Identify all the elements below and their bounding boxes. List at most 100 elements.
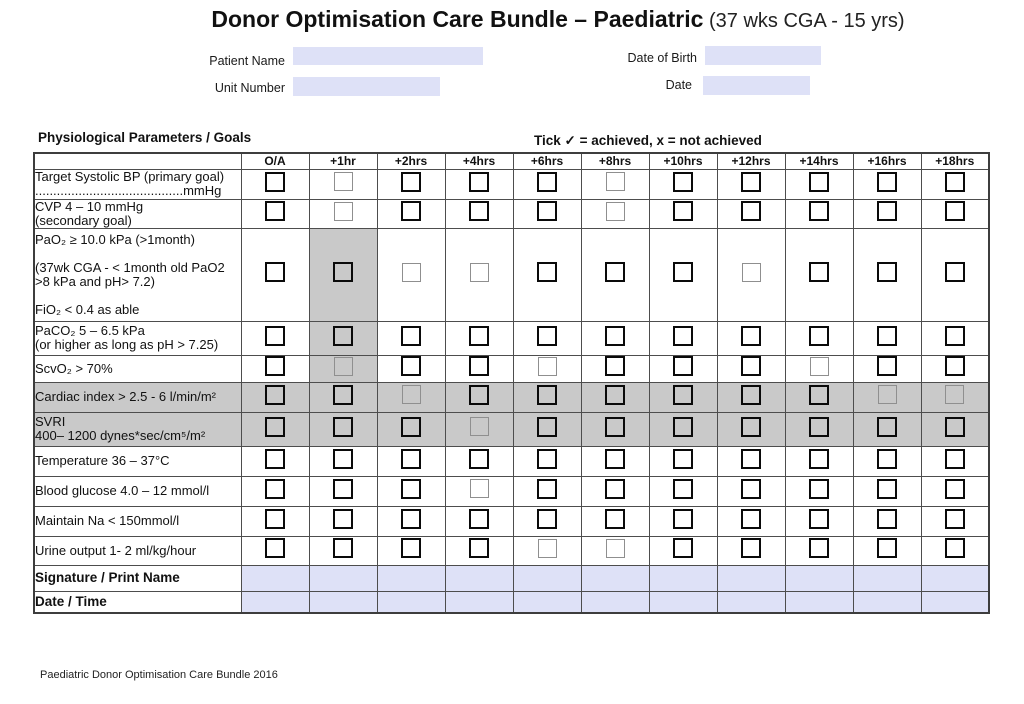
checkbox[interactable] [537, 262, 557, 282]
checkbox[interactable] [605, 538, 625, 558]
checkbox[interactable] [877, 325, 897, 346]
checkbox[interactable] [401, 508, 421, 529]
checkbox[interactable] [537, 448, 557, 469]
checkbox[interactable] [877, 448, 897, 469]
checkbox[interactable] [877, 262, 897, 282]
signature-cell[interactable] [580, 564, 650, 592]
checkbox[interactable] [944, 171, 965, 192]
checkbox[interactable] [877, 385, 897, 404]
checkbox[interactable] [741, 201, 761, 221]
checkbox[interactable] [605, 262, 625, 282]
checkbox[interactable] [333, 384, 353, 405]
checkbox[interactable] [877, 356, 897, 376]
date-time-cell[interactable] [648, 590, 718, 614]
checkbox[interactable] [605, 508, 625, 529]
checkbox[interactable] [809, 325, 829, 346]
date-time-cell[interactable] [784, 590, 854, 614]
checkbox[interactable] [469, 171, 489, 192]
checkbox[interactable] [944, 538, 965, 558]
checkbox[interactable] [333, 448, 353, 469]
checkbox[interactable] [469, 538, 489, 558]
signature-cell[interactable] [240, 564, 310, 592]
checkbox[interactable] [877, 478, 897, 499]
checkbox[interactable] [944, 201, 965, 221]
signature-cell[interactable] [444, 564, 514, 592]
checkbox[interactable] [673, 171, 693, 192]
date-time-cell[interactable] [920, 590, 990, 614]
checkbox[interactable] [809, 448, 829, 469]
checkbox[interactable] [944, 416, 965, 437]
checkbox[interactable] [944, 478, 965, 499]
date-of-birth-input[interactable] [705, 46, 821, 65]
checkbox[interactable] [605, 172, 625, 191]
checkbox[interactable] [605, 478, 625, 499]
signature-cell[interactable] [716, 564, 786, 592]
checkbox[interactable] [537, 171, 557, 192]
checkbox[interactable] [401, 478, 421, 499]
checkbox[interactable] [469, 356, 489, 376]
checkbox[interactable] [944, 448, 965, 469]
checkbox[interactable] [333, 325, 353, 346]
checkbox[interactable] [605, 448, 625, 469]
checkbox[interactable] [401, 325, 421, 346]
checkbox[interactable] [741, 416, 761, 437]
checkbox[interactable] [944, 262, 965, 282]
checkbox[interactable] [944, 325, 965, 346]
checkbox[interactable] [673, 508, 693, 529]
checkbox[interactable] [537, 201, 557, 221]
checkbox[interactable] [469, 417, 489, 436]
signature-cell[interactable] [512, 564, 582, 592]
checkbox[interactable] [605, 325, 625, 346]
checkbox[interactable] [673, 416, 693, 437]
checkbox[interactable] [265, 201, 285, 221]
checkbox[interactable] [605, 416, 625, 437]
checkbox[interactable] [741, 325, 761, 346]
signature-cell[interactable] [852, 564, 922, 592]
checkbox[interactable] [401, 262, 421, 282]
date-time-cell[interactable] [376, 590, 446, 614]
checkbox[interactable] [673, 384, 693, 405]
checkbox[interactable] [673, 478, 693, 499]
checkbox[interactable] [469, 262, 489, 282]
checkbox[interactable] [809, 171, 829, 192]
checkbox[interactable] [469, 448, 489, 469]
checkbox[interactable] [741, 538, 761, 558]
checkbox[interactable] [333, 416, 353, 437]
checkbox[interactable] [401, 538, 421, 558]
checkbox[interactable] [537, 356, 557, 376]
checkbox[interactable] [537, 508, 557, 529]
checkbox[interactable] [741, 262, 761, 282]
checkbox[interactable] [809, 538, 829, 558]
checkbox[interactable] [877, 538, 897, 558]
checkbox[interactable] [605, 201, 625, 221]
checkbox[interactable] [877, 201, 897, 221]
signature-cell[interactable] [648, 564, 718, 592]
checkbox[interactable] [333, 172, 353, 191]
checkbox[interactable] [809, 508, 829, 529]
checkbox[interactable] [741, 478, 761, 499]
checkbox[interactable] [469, 508, 489, 529]
checkbox[interactable] [265, 508, 285, 529]
unit-number-input[interactable] [293, 77, 440, 96]
checkbox[interactable] [333, 262, 353, 282]
checkbox[interactable] [537, 325, 557, 346]
checkbox[interactable] [944, 508, 965, 529]
checkbox[interactable] [741, 384, 761, 405]
checkbox[interactable] [333, 478, 353, 499]
date-time-cell[interactable] [512, 590, 582, 614]
checkbox[interactable] [809, 356, 829, 376]
checkbox[interactable] [333, 201, 353, 221]
checkbox[interactable] [877, 416, 897, 437]
checkbox[interactable] [673, 262, 693, 282]
checkbox[interactable] [809, 478, 829, 499]
checkbox[interactable] [469, 479, 489, 498]
checkbox[interactable] [809, 262, 829, 282]
checkbox[interactable] [265, 538, 285, 558]
checkbox[interactable] [401, 416, 421, 437]
checkbox[interactable] [537, 384, 557, 405]
checkbox[interactable] [469, 325, 489, 346]
checkbox[interactable] [673, 325, 693, 346]
checkbox[interactable] [605, 384, 625, 405]
patient-name-input[interactable] [293, 47, 483, 65]
checkbox[interactable] [605, 356, 625, 376]
